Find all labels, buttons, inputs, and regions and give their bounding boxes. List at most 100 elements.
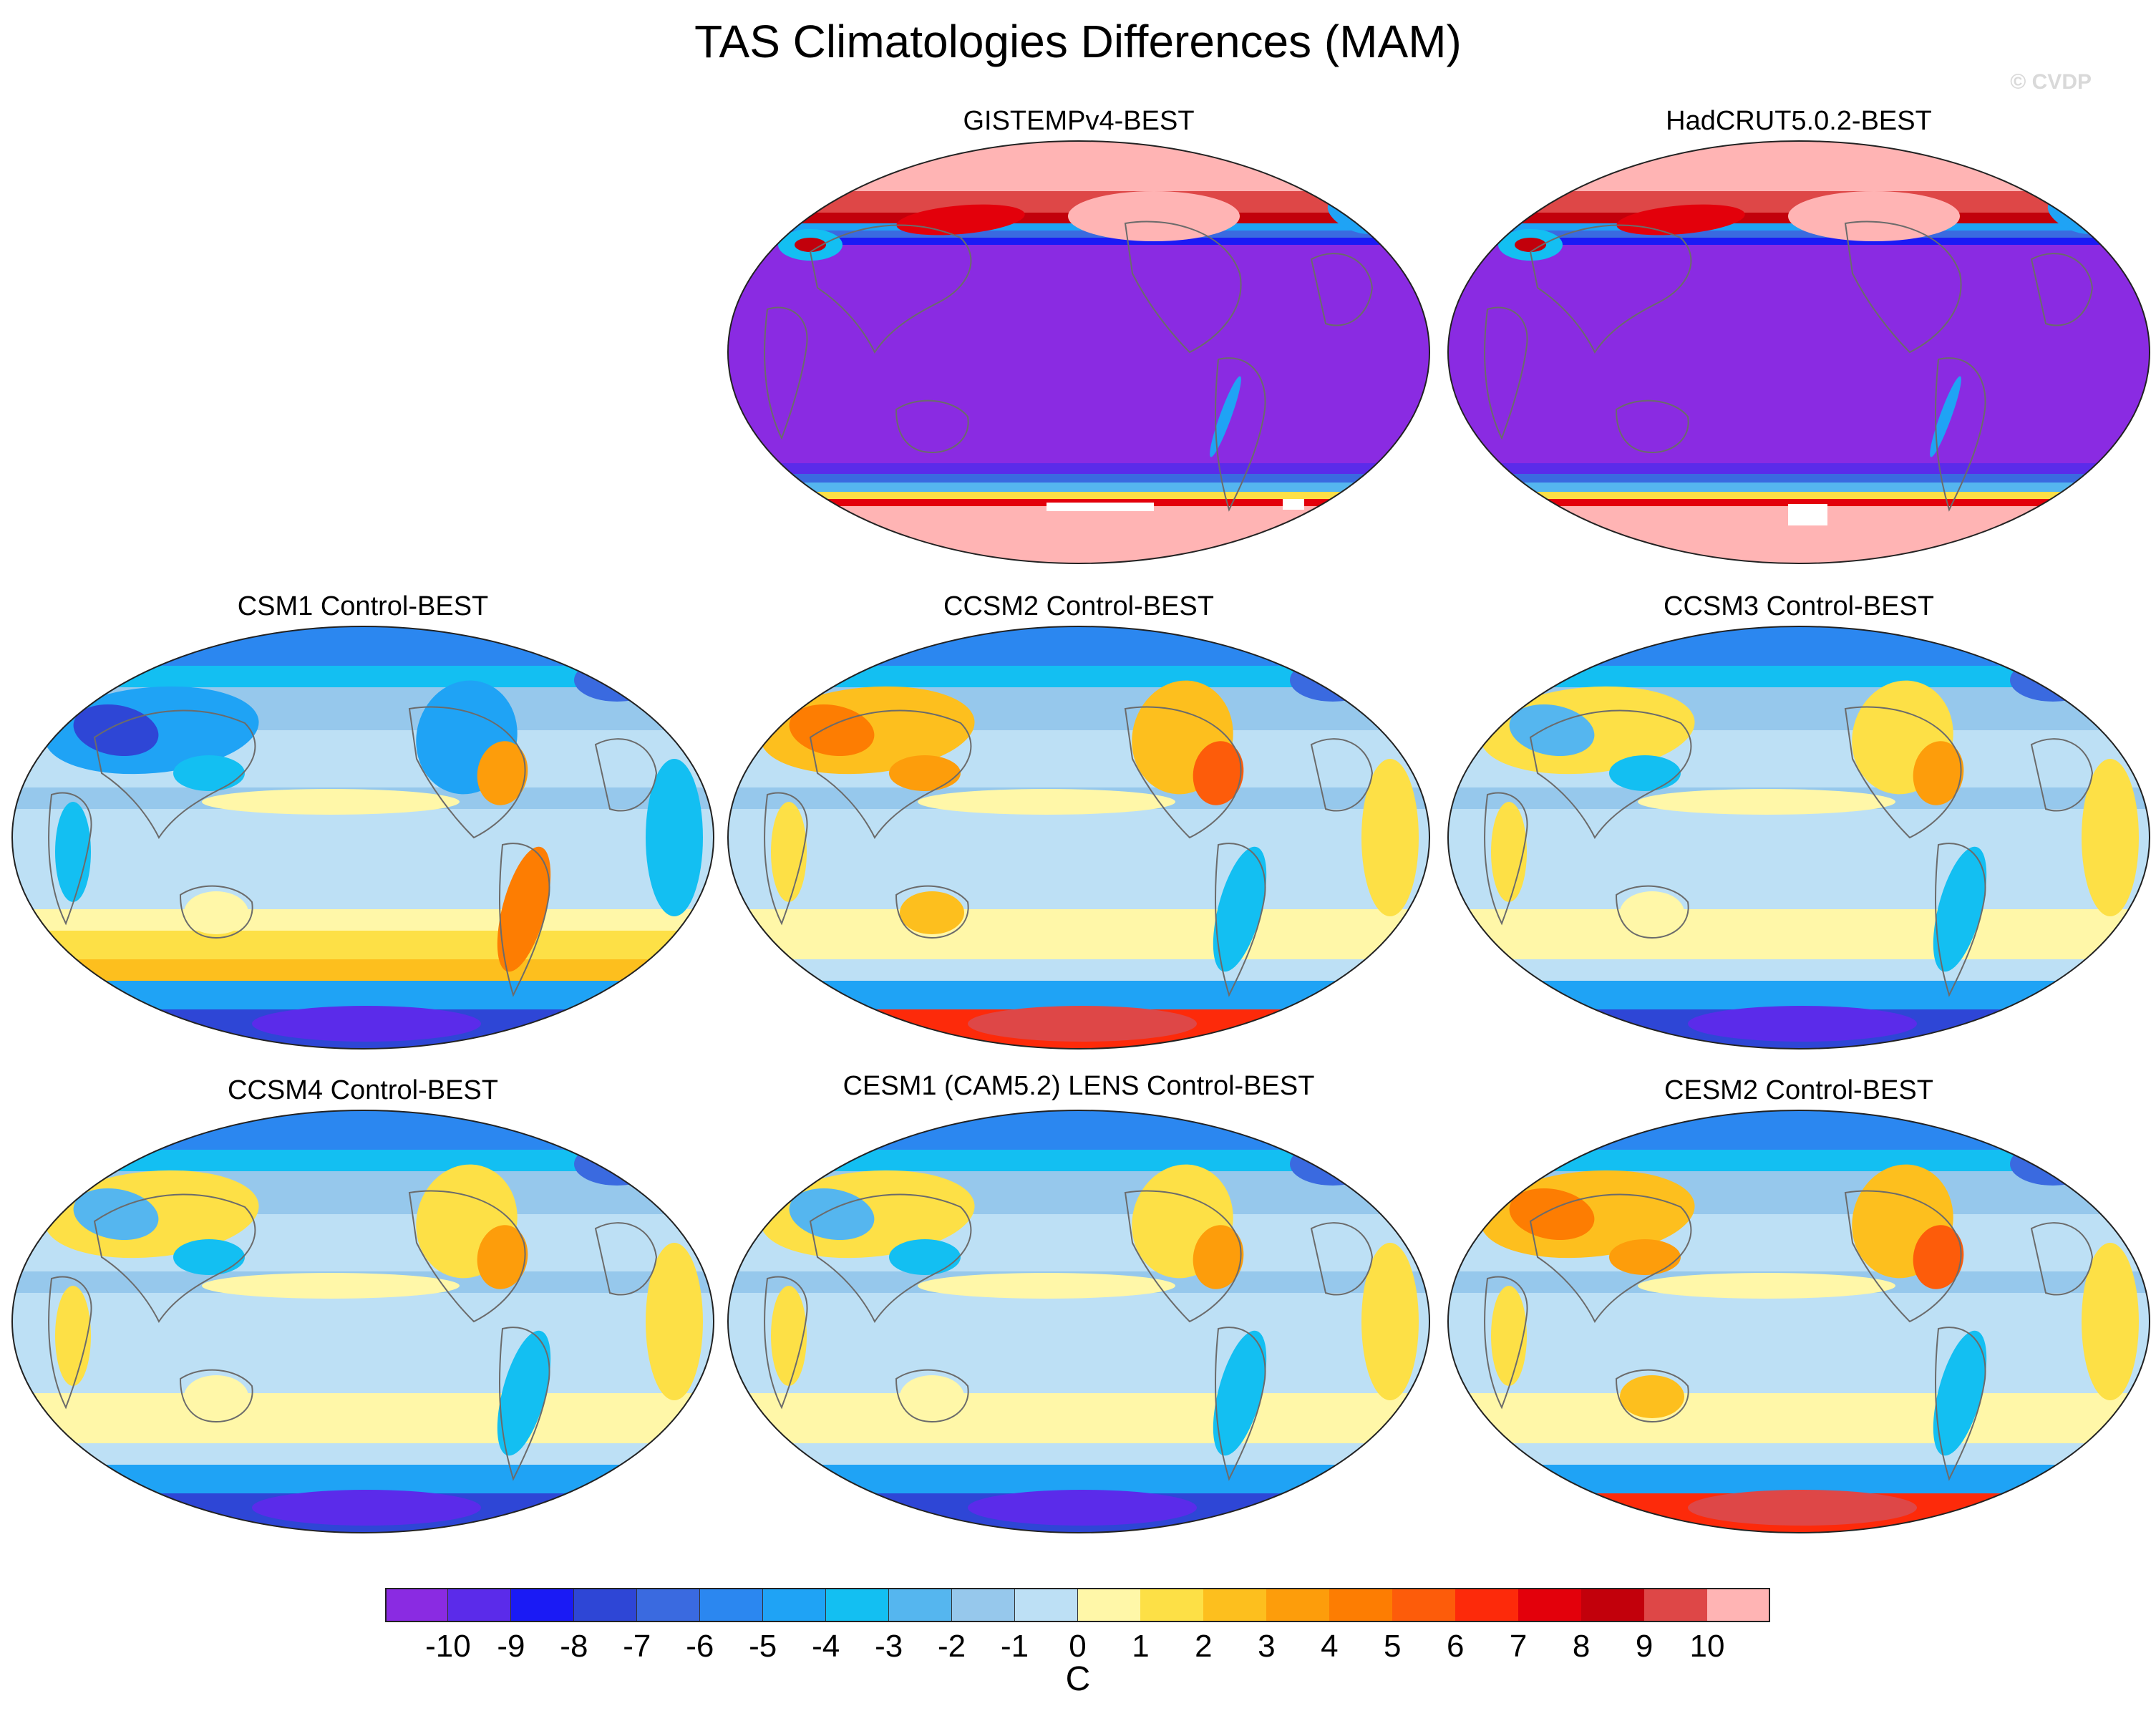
coastline <box>1214 357 1266 512</box>
coastline <box>48 1276 92 1410</box>
anomaly-patch <box>252 1006 481 1042</box>
anomaly-patch <box>1933 846 1987 972</box>
anomaly-patch <box>1930 376 1961 457</box>
anomaly-patch <box>968 1006 1197 1042</box>
colorbar-box <box>1455 1588 1519 1622</box>
anomaly-patch <box>202 789 460 815</box>
colorbar-tick-label: 10 <box>1689 1629 1725 1664</box>
colorbar-box <box>1077 1588 1141 1622</box>
colorbar-tick-label: 6 <box>1446 1629 1465 1664</box>
coastline <box>594 738 658 812</box>
coastline <box>1844 220 1962 354</box>
anomaly-patch <box>1491 1286 1527 1386</box>
colorbar-tick-label: -3 <box>875 1629 903 1664</box>
coastline <box>809 1193 972 1323</box>
anomaly-patch <box>574 1143 660 1186</box>
temperature-band <box>728 626 1429 666</box>
anomaly-patch <box>1933 1330 1987 1456</box>
coastline <box>1310 738 1374 812</box>
coastline <box>1615 885 1689 939</box>
temperature-band <box>1448 463 2150 474</box>
map-border <box>1447 1110 2150 1533</box>
map-field <box>728 1110 1429 1533</box>
map-gistemp <box>727 140 1430 564</box>
temperature-band <box>1448 492 2150 499</box>
temperature-band <box>1448 141 2150 191</box>
temperature-band <box>12 1150 714 1171</box>
anomaly-patch <box>1913 741 1964 805</box>
temperature-band <box>1448 1110 2150 1150</box>
map-cesm1 <box>727 1110 1430 1533</box>
anomaly-patch <box>1620 891 1684 934</box>
colorbar-box <box>573 1588 638 1622</box>
panel-title: CESM1 (CAM5.2) LENS Control-BEST <box>843 1071 1315 1101</box>
anomaly-patch <box>1193 741 1244 805</box>
map-border <box>727 140 1430 564</box>
temperature-band <box>12 1415 714 1443</box>
coastline <box>2030 738 2094 812</box>
temperature-band <box>728 1465 1429 1493</box>
coastline <box>498 843 550 997</box>
anomaly-patch <box>889 755 961 791</box>
temperature-band <box>12 626 714 666</box>
temperature-band <box>12 1443 714 1465</box>
coastline <box>179 885 253 939</box>
missing-data <box>1788 504 1827 525</box>
anomaly-patch <box>1068 191 1240 241</box>
colorbar-box <box>1203 1588 1267 1622</box>
anomaly-patch <box>1491 802 1527 902</box>
colorbar-tick-label: -2 <box>938 1629 966 1664</box>
coastline <box>764 306 808 440</box>
temperature-band <box>1448 499 2150 506</box>
map-field <box>1448 626 2150 1049</box>
anomaly-patch <box>918 789 1175 815</box>
coastline <box>48 792 92 926</box>
coastline <box>498 1327 550 1481</box>
anomaly-patch <box>2010 659 2096 702</box>
anomaly-patch <box>1620 1375 1684 1418</box>
colorbar-box <box>510 1588 575 1622</box>
temperature-band <box>728 1443 1429 1465</box>
temperature-band <box>1448 1150 2150 1171</box>
anomaly-patch <box>968 1490 1197 1526</box>
panel-title: CCSM2 Control-BEST <box>943 591 1214 621</box>
coastline <box>895 399 969 454</box>
colorbar-box <box>951 1588 1016 1622</box>
colorbar-box <box>1581 1588 1645 1622</box>
colorbar-tick-label: 3 <box>1258 1629 1276 1664</box>
panel-title: CESM2 Control-BEST <box>1664 1075 1933 1105</box>
colorbar-tick-label: 2 <box>1195 1629 1213 1664</box>
colorbar-box <box>1266 1588 1330 1622</box>
anomaly-patch <box>1688 1490 1917 1526</box>
coastline <box>2030 253 2094 326</box>
coastline <box>764 792 808 926</box>
temperature-band <box>728 959 1429 981</box>
coastline <box>1844 1190 1962 1323</box>
temperature-band <box>1448 483 2150 492</box>
coastline <box>179 1369 253 1423</box>
coastline <box>1484 792 1528 926</box>
coastline <box>1529 1193 1692 1323</box>
temperature-band <box>12 981 714 1009</box>
temperature-band <box>728 931 1429 959</box>
coastline <box>895 1369 969 1423</box>
colorbar-tick-label: 8 <box>1572 1629 1591 1664</box>
anomaly-patch <box>173 755 245 791</box>
colorbar-tick-label: -7 <box>623 1629 651 1664</box>
map-csm1 <box>11 626 714 1050</box>
colorbar-box <box>385 1588 449 1622</box>
map-panel-hadcrut: HadCRUT5.0.2-BEST <box>1444 105 2153 570</box>
temperature-band <box>12 666 714 687</box>
anomaly-patch <box>184 891 248 934</box>
map-panel-cesm2: CESM2 Control-BEST <box>1444 1074 2153 1539</box>
anomaly-patch <box>771 802 807 902</box>
anomaly-patch <box>1688 1006 1917 1042</box>
colorbar-unit-label: C <box>1065 1660 1091 1698</box>
coastline <box>1844 706 1962 839</box>
anomaly-patch <box>1515 238 1546 252</box>
temperature-band <box>1448 238 2150 245</box>
map-field <box>728 141 1429 563</box>
anomaly-patch <box>1361 1243 1419 1400</box>
colorbar-tick-label: 1 <box>1132 1629 1150 1664</box>
anomaly-patch <box>1638 789 1895 815</box>
